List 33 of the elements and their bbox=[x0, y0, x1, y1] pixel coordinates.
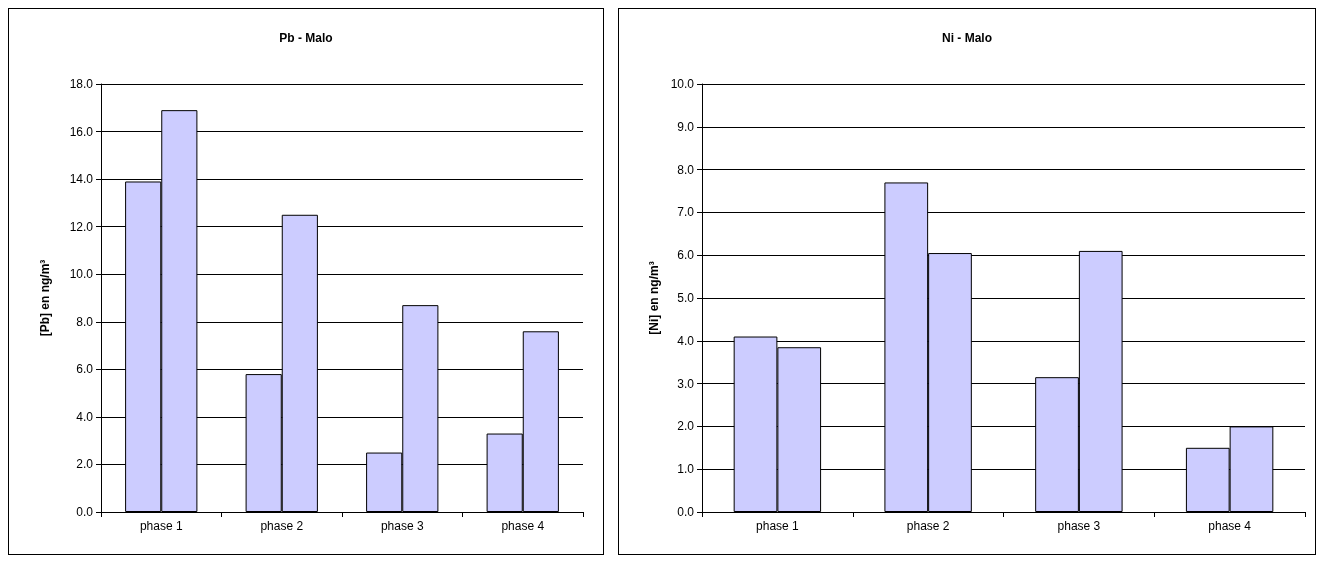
y-tick-label: 5.0 bbox=[677, 291, 695, 305]
y-tick-label: 14.0 bbox=[69, 172, 94, 187]
y-tick-label: 12.0 bbox=[69, 219, 94, 234]
y-tick-label: 18.0 bbox=[69, 77, 94, 91]
x-tick-label: phase 1 bbox=[139, 519, 183, 533]
y-tick-label: 4.0 bbox=[76, 409, 94, 424]
y-tick-label: 16.0 bbox=[69, 124, 94, 139]
x-tick-label: phase 4 bbox=[1208, 519, 1252, 533]
chart-title: Ni - Malo bbox=[942, 31, 992, 45]
y-tick-label: 8.0 bbox=[76, 314, 94, 329]
y-tick-label: 10.0 bbox=[69, 267, 94, 282]
y-axis-title: [Ni] en ng/m³ bbox=[646, 261, 661, 335]
y-tick-label: 0.0 bbox=[76, 505, 94, 519]
y-tick-label: 8.0 bbox=[677, 162, 695, 177]
y-tick-label: 3.0 bbox=[677, 376, 695, 391]
x-tick-label: phase 2 bbox=[260, 519, 304, 533]
x-tick-label: phase 3 bbox=[1057, 519, 1101, 533]
y-tick-label: 2.0 bbox=[677, 419, 695, 434]
y-tick-label: 9.0 bbox=[677, 119, 695, 134]
y-tick-label: 7.0 bbox=[677, 205, 695, 220]
y-tick-label: 6.0 bbox=[76, 362, 94, 377]
y-tick-label: 0.0 bbox=[677, 505, 695, 519]
y-axis-title: [Pb] en ng/m³ bbox=[38, 259, 52, 337]
y-tick-label: 1.0 bbox=[677, 462, 695, 477]
y-tick-label: 4.0 bbox=[677, 333, 695, 348]
y-tick-label: 10.0 bbox=[670, 77, 695, 91]
x-tick-label: phase 4 bbox=[501, 519, 545, 533]
y-tick-label: 2.0 bbox=[76, 457, 94, 472]
x-tick-label: phase 3 bbox=[380, 519, 424, 533]
chart-title: Pb - Malo bbox=[279, 31, 333, 45]
y-tick-label: 6.0 bbox=[677, 248, 695, 263]
x-tick-label: phase 1 bbox=[756, 519, 800, 533]
x-tick-label: phase 2 bbox=[906, 519, 950, 533]
